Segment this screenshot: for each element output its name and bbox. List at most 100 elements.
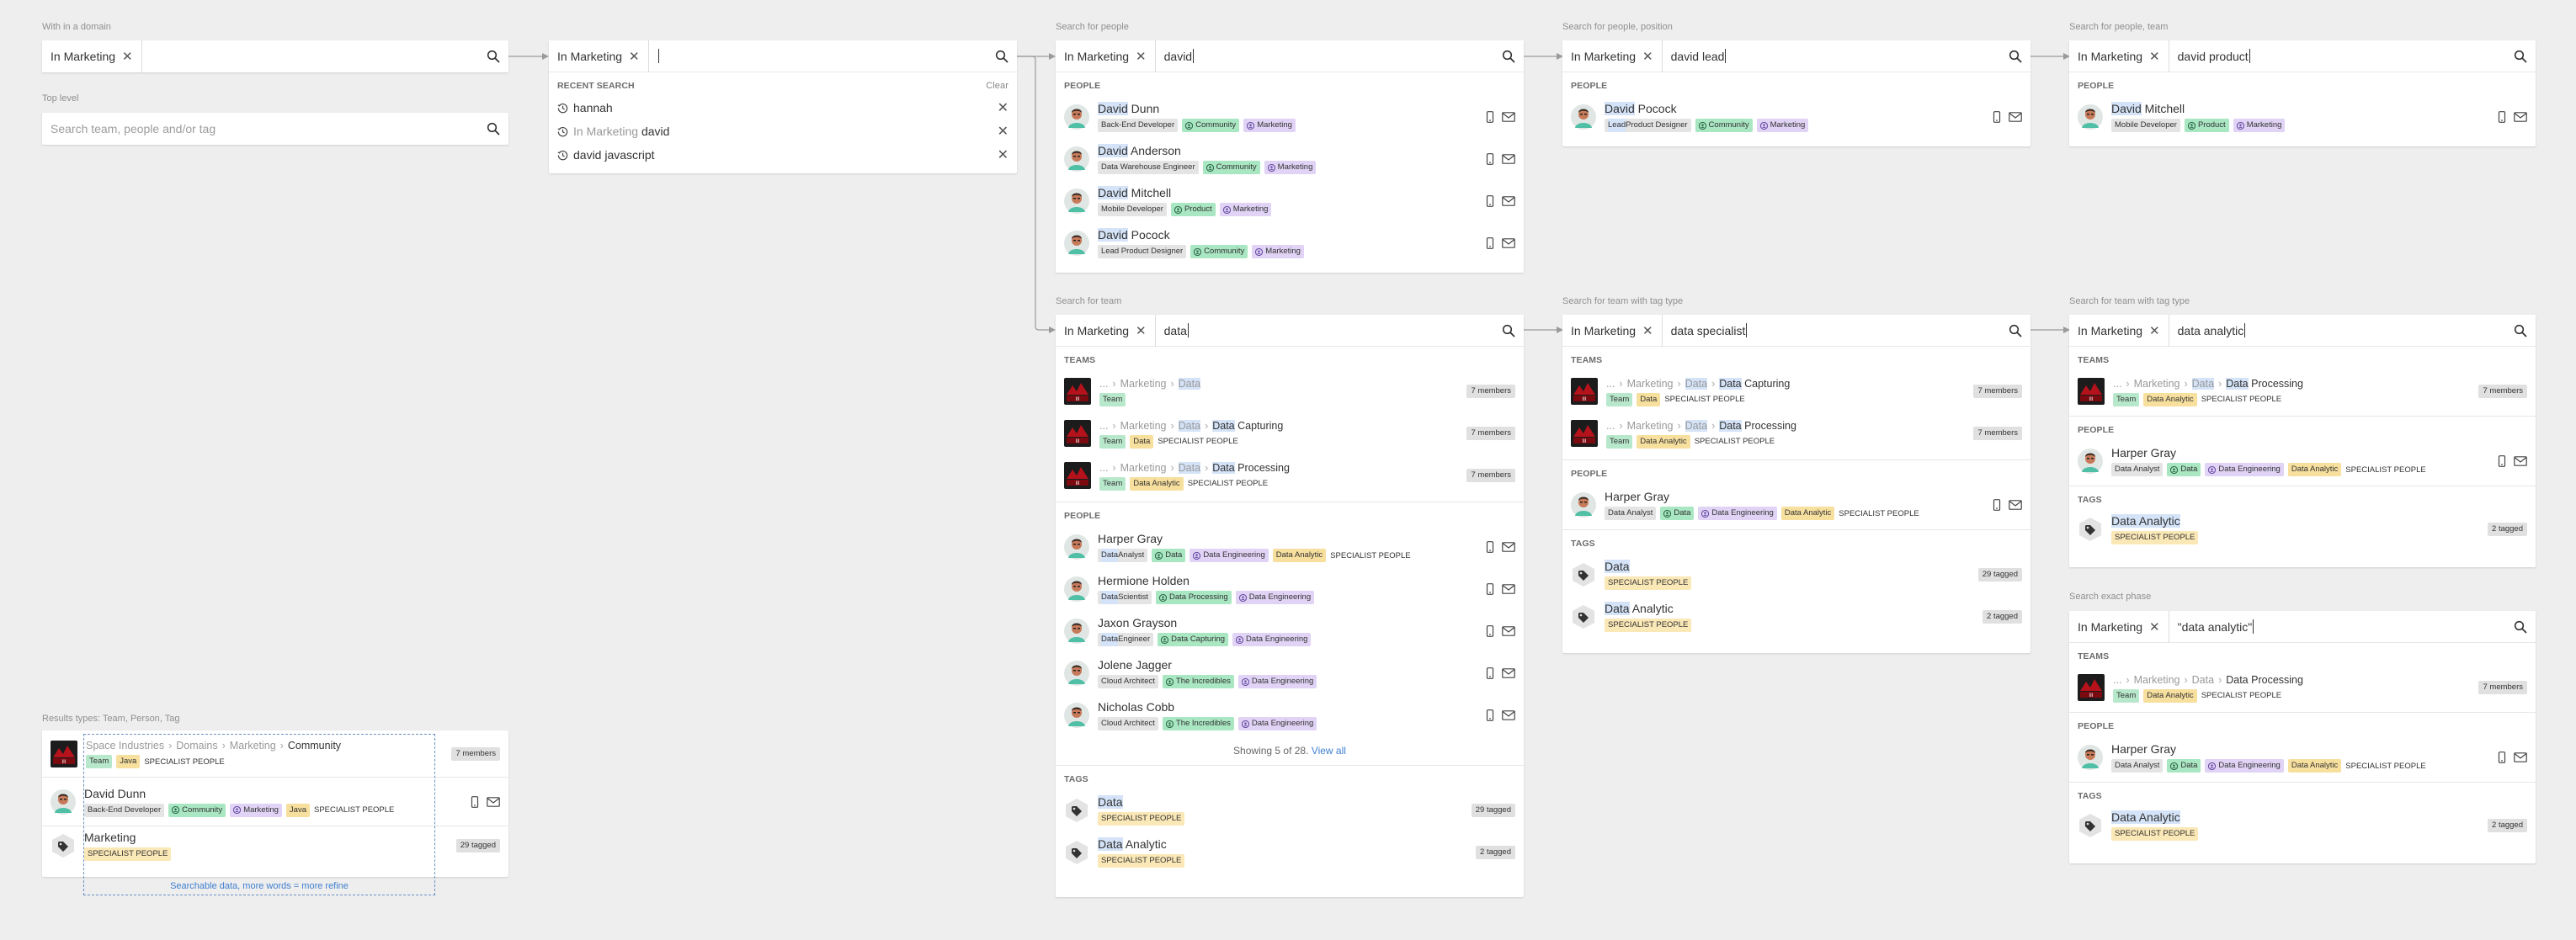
person-row[interactable]: Harper Gray Data Analyst Data Data Engineer…	[1056, 526, 1524, 568]
person-row[interactable]: Harper Gray Data Analyst Data Data Enginee…	[2069, 440, 2536, 482]
recent-item[interactable]: hannah ✕	[549, 96, 1017, 119]
phone-icon[interactable]	[1485, 237, 1495, 249]
person-row[interactable]: David Dunn Back-End Developer Community Mar…	[1056, 96, 1524, 138]
search-bar[interactable]: In Marketing ✕ david lead	[1562, 40, 2030, 72]
tag-row[interactable]: Data SPECIALIST PEOPLE 29 tagged	[1056, 789, 1524, 831]
person-row[interactable]: David Pocock Lead Product Designer Communi…	[1056, 222, 1524, 264]
mail-icon[interactable]	[1502, 710, 1515, 720]
remove-icon[interactable]: ✕	[997, 148, 1009, 162]
phone-icon[interactable]	[470, 796, 480, 808]
recent-item[interactable]: david javascript ✕	[549, 143, 1017, 167]
mail-icon[interactable]	[1502, 668, 1515, 678]
search-input[interactable]: david product	[2177, 49, 2250, 63]
phone-icon[interactable]	[1485, 541, 1495, 553]
search-bar[interactable]: In Marketing ✕ data analytic	[2069, 314, 2536, 347]
person-row[interactable]: Jolene Jagger Cloud Architect The Incredib…	[1056, 652, 1524, 694]
domain-search-bar[interactable]: In Marketing ✕	[42, 40, 508, 72]
phone-icon[interactable]	[1485, 195, 1495, 207]
phone-icon[interactable]	[1485, 111, 1495, 123]
chip-remove-icon[interactable]: ✕	[1642, 323, 1653, 338]
phone-icon[interactable]	[1485, 153, 1495, 165]
tag-result-row[interactable]: Marketing SPECIALIST PEOPLE 29 tagged	[42, 826, 508, 865]
search-icon[interactable]	[1502, 324, 1515, 337]
domain-chip[interactable]: In Marketing ✕	[1064, 40, 1156, 72]
recent-item[interactable]: In Marketing david ✕	[549, 119, 1017, 143]
search-icon[interactable]	[1502, 50, 1515, 63]
phone-icon[interactable]	[1485, 667, 1495, 679]
person-row[interactable]: Harper Gray Data Analyst Data Data Enginee…	[2069, 736, 2536, 778]
phone-icon[interactable]	[1485, 625, 1495, 637]
team-result-row[interactable]: Space Industries › Domains › Marketing › Commu…	[42, 730, 508, 778]
person-row[interactable]: Hermione Holden Data Scientist Data Proces…	[1056, 568, 1524, 610]
chip-remove-icon[interactable]: ✕	[2149, 619, 2160, 635]
tag-row[interactable]: Data Analytic SPECIALIST PEOPLE 2 tagged	[1562, 596, 2030, 638]
chip-remove-icon[interactable]: ✕	[2149, 323, 2160, 338]
mail-icon[interactable]	[1502, 584, 1515, 594]
search-input[interactable]: david	[1163, 49, 1195, 63]
phone-icon[interactable]	[2497, 751, 2507, 763]
top-level-search-bar[interactable]: Search team, people and/or tag	[42, 113, 508, 145]
search-icon[interactable]	[2514, 324, 2527, 337]
clear-button[interactable]: Clear	[986, 81, 1009, 91]
team-row[interactable]: ... › Marketing › Data Team 7 members	[1056, 370, 1524, 412]
search-bar[interactable]: In Marketing ✕ "data analytic"	[2069, 610, 2536, 643]
chip-remove-icon[interactable]: ✕	[629, 49, 640, 64]
chip-remove-icon[interactable]: ✕	[1136, 323, 1147, 338]
search-bar[interactable]: In Marketing ✕ data specialist	[1562, 314, 2030, 347]
tag-row[interactable]: Data SPECIALIST PEOPLE 29 tagged	[1562, 554, 2030, 596]
phone-icon[interactable]	[2497, 455, 2507, 467]
phone-icon[interactable]	[1485, 583, 1495, 595]
person-row[interactable]: Jaxon Grayson Data Engineer Data Capturing…	[1056, 610, 1524, 652]
domain-chip[interactable]: In Marketing ✕	[2078, 610, 2169, 643]
domain-chip[interactable]: In Marketing ✕	[557, 40, 649, 72]
search-icon[interactable]	[487, 50, 500, 63]
search-input[interactable]: data analytic	[2177, 323, 2246, 337]
person-row[interactable]: Nicholas Cobb Cloud Architect The Incredib…	[1056, 694, 1524, 736]
phone-icon[interactable]	[1485, 709, 1495, 721]
team-row[interactable]: ... › Marketing › Data › Data Processing Team Da…	[1056, 454, 1524, 497]
search-icon[interactable]	[2514, 620, 2527, 634]
search-bar[interactable]: In Marketing ✕ data	[1056, 314, 1524, 347]
mail-icon[interactable]	[1502, 542, 1515, 552]
mail-icon[interactable]	[2009, 112, 2022, 122]
search-input[interactable]: data	[1163, 323, 1189, 337]
search-icon[interactable]	[995, 50, 1009, 63]
domain-chip[interactable]: In Marketing ✕	[1571, 40, 1663, 72]
remove-icon[interactable]: ✕	[997, 101, 1009, 115]
person-row[interactable]: David Mitchell Mobile Developer Product Mar…	[1056, 180, 1524, 222]
tag-row[interactable]: Data Analytic SPECIALIST PEOPLE 2 tagged	[2069, 510, 2536, 549]
mail-icon[interactable]	[1502, 112, 1515, 122]
chip-remove-icon[interactable]: ✕	[2149, 49, 2160, 64]
person-row[interactable]: David Pocock Lead Product Designer Commun…	[1562, 96, 2030, 138]
team-row[interactable]: ... › Marketing › Data › Data Processing Team D…	[2069, 370, 2536, 412]
search-input[interactable]: Search team, people and/or tag	[51, 122, 216, 135]
phone-icon[interactable]	[1992, 111, 2002, 123]
mail-icon[interactable]	[2009, 500, 2022, 510]
search-input[interactable]: data specialist	[1670, 323, 1748, 337]
search-bar[interactable]: In Marketing ✕ david product	[2069, 40, 2536, 72]
team-row[interactable]: ... › Marketing › Data › Data Processing Team D…	[2069, 666, 2536, 709]
tag-row[interactable]: Data Analytic SPECIALIST PEOPLE 2 tagged	[2069, 806, 2536, 845]
mail-icon[interactable]	[2514, 456, 2527, 466]
domain-chip[interactable]: In Marketing ✕	[51, 40, 142, 72]
search-input[interactable]: "data analytic"	[2177, 619, 2254, 634]
view-all-link[interactable]: View all	[1311, 745, 1346, 757]
mail-icon[interactable]	[487, 797, 500, 807]
chip-remove-icon[interactable]: ✕	[1642, 49, 1653, 64]
chip-remove-icon[interactable]: ✕	[122, 50, 133, 64]
person-row[interactable]: Harper Gray Data Analyst Data Data Engineer…	[1562, 484, 2030, 526]
phone-icon[interactable]	[1992, 499, 2002, 511]
search-bar[interactable]: In Marketing ✕	[549, 40, 1017, 72]
person-row[interactable]: David Anderson Data Warehouse Engineer Com…	[1056, 138, 1524, 180]
mail-icon[interactable]	[1502, 626, 1515, 636]
domain-chip[interactable]: In Marketing ✕	[1571, 314, 1663, 347]
person-result-row[interactable]: David Dunn Back-End Developer Community Ma…	[42, 778, 508, 826]
team-row[interactable]: ... › Marketing › Data › Data Capturing Team Dat…	[1056, 412, 1524, 454]
search-icon[interactable]	[2009, 50, 2022, 63]
chip-remove-icon[interactable]: ✕	[1136, 49, 1147, 64]
mail-icon[interactable]	[1502, 154, 1515, 164]
remove-icon[interactable]: ✕	[997, 125, 1009, 139]
search-icon[interactable]	[2009, 324, 2022, 337]
person-row[interactable]: David Mitchell Mobile Developer Product Ma…	[2069, 96, 2536, 138]
search-icon[interactable]	[2514, 50, 2527, 63]
